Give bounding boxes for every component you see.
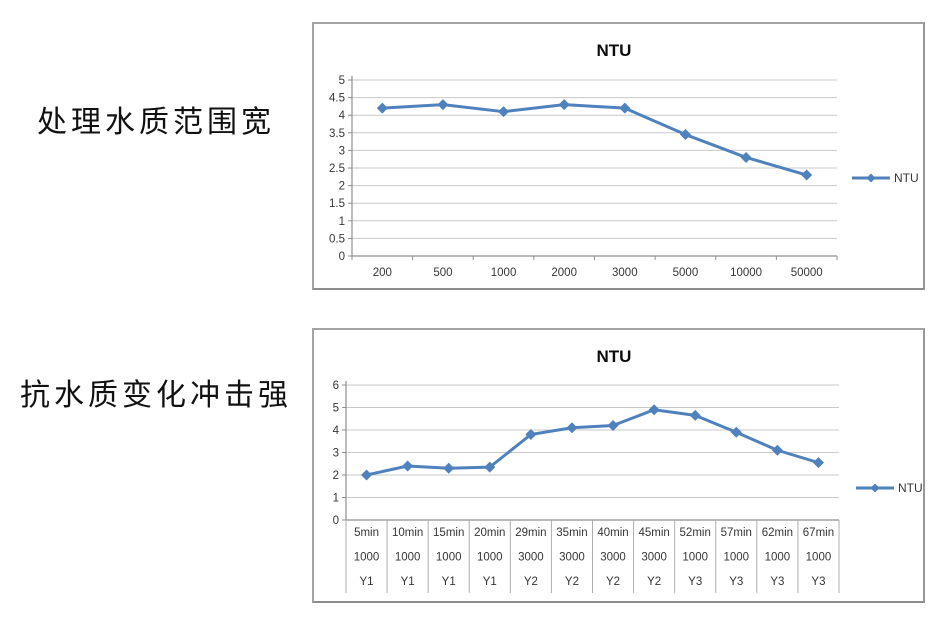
x-tick-label: 2000 <box>551 267 577 279</box>
data-point-marker <box>484 461 496 473</box>
category-cell: 20min <box>474 527 505 539</box>
category-cell: 3000 <box>559 552 585 564</box>
category-cell: Y2 <box>524 576 538 588</box>
data-point-marker <box>730 426 742 438</box>
legend-marker <box>870 483 880 493</box>
y-tick-label: 2 <box>333 470 339 482</box>
category-cell: 10min <box>392 527 423 539</box>
category-cell: 1000 <box>723 552 749 564</box>
category-cell: Y2 <box>647 576 661 588</box>
y-tick-label: 0 <box>333 515 339 527</box>
x-tick-label: 3000 <box>612 267 638 279</box>
y-tick-label: 1.5 <box>329 198 345 210</box>
x-tick-label: 50000 <box>791 267 823 279</box>
data-point-marker <box>801 169 813 181</box>
data-point-marker <box>525 429 537 440</box>
data-series-line <box>380 103 809 177</box>
x-tick-label: 200 <box>373 267 392 279</box>
category-cell: 3000 <box>600 552 626 564</box>
category-cell: 62min <box>762 527 793 539</box>
y-tick-label: 4 <box>339 110 346 122</box>
y-tick-label: 0.5 <box>329 233 345 245</box>
category-cell: Y1 <box>442 576 456 588</box>
category-cell: 15min <box>433 527 464 539</box>
category-cell: 35min <box>556 527 587 539</box>
y-tick-label: 1 <box>333 493 339 505</box>
y-tick-label: 0 <box>339 251 345 263</box>
chart-title: NTU <box>597 347 632 366</box>
category-cell: Y1 <box>483 576 497 588</box>
chart-title: NTU <box>597 41 632 60</box>
legend-label: NTU <box>898 481 923 495</box>
data-point-marker <box>437 99 449 111</box>
chart1-frame: 0 0.5 1 1.5 2 2.5 3 3.5 4 4.5 5 200 500 1000 2000 3000 5… <box>312 22 925 290</box>
category-cell: 67min <box>803 527 834 539</box>
category-cell: 5min <box>354 527 379 539</box>
y-tick-label: 3.5 <box>329 128 345 140</box>
chart2-frame: 0 1 2 3 4 5 6 5min 10min 15min 20min 29min 35min 40mi… <box>312 328 925 603</box>
data-point-marker <box>812 457 824 469</box>
category-cell: Y1 <box>360 576 374 588</box>
y-tick-label: 3 <box>339 145 345 157</box>
data-point-marker <box>619 102 631 114</box>
category-cell: 1000 <box>354 552 380 564</box>
y-tick-label: 1 <box>339 216 345 228</box>
data-point-marker <box>607 420 619 431</box>
y-tick-label: 6 <box>333 380 339 392</box>
data-point-marker <box>402 460 414 472</box>
data-point-marker <box>771 444 783 456</box>
category-cell: 1000 <box>477 552 503 564</box>
row2-caption: 抗水质变化冲击强 <box>20 379 292 412</box>
y-tick-label: 4.5 <box>329 93 345 105</box>
x-tick-label: 500 <box>433 267 452 279</box>
row1-caption: 处理水质范围宽 <box>37 106 275 139</box>
category-cell: 3000 <box>518 552 544 564</box>
data-point-marker <box>566 422 578 434</box>
legend-label: NTU <box>894 171 919 185</box>
category-cell: 1000 <box>682 552 708 564</box>
legend-marker <box>866 173 876 183</box>
category-cell: Y3 <box>811 576 825 588</box>
category-cell: Y3 <box>770 576 784 588</box>
category-cell: 40min <box>597 527 628 539</box>
y-tick-label: 5 <box>333 403 339 415</box>
ntu-chart-water-quality-range: 0 0.5 1 1.5 2 2.5 3 3.5 4 4.5 5 200 500 1000 2000 3000 5… <box>329 41 919 279</box>
category-cell: Y1 <box>401 576 415 588</box>
data-point-marker <box>689 409 701 421</box>
x-tick-label: 10000 <box>730 267 762 279</box>
data-point-marker <box>498 106 510 118</box>
y-tick-label: 2 <box>339 181 345 193</box>
category-cell: Y2 <box>565 576 579 588</box>
category-cell: Y2 <box>606 576 620 588</box>
category-cell: Y3 <box>729 576 743 588</box>
y-tick-label: 2.5 <box>329 163 345 175</box>
x-tick-label: 1000 <box>491 267 517 279</box>
category-cell: 1000 <box>806 552 832 564</box>
x-tick-label: 5000 <box>673 267 699 279</box>
data-point-marker <box>740 151 752 163</box>
data-point-marker <box>679 129 691 141</box>
data-point-marker <box>376 102 388 114</box>
data-point-marker <box>648 404 660 416</box>
category-cell: Y3 <box>688 576 702 588</box>
category-cell: 1000 <box>395 552 421 564</box>
category-cell: 1000 <box>765 552 791 564</box>
y-tick-label: 3 <box>333 448 339 460</box>
data-point-marker <box>361 469 373 481</box>
category-cell: 52min <box>680 527 711 539</box>
y-tick-label: 4 <box>333 425 340 437</box>
category-cell: 1000 <box>436 552 462 564</box>
category-cell: 3000 <box>641 552 667 564</box>
data-point-marker <box>443 462 455 474</box>
category-cell: 45min <box>638 527 669 539</box>
ntu-chart-shock-resistance: 0 1 2 3 4 5 6 5min 10min 15min 20min 29min 35min 40mi… <box>333 347 923 593</box>
y-tick-label: 5 <box>339 75 345 87</box>
data-series-line <box>365 408 820 477</box>
category-cell: 57min <box>721 527 752 539</box>
category-cell: 29min <box>515 527 546 539</box>
data-point-marker <box>558 99 570 111</box>
